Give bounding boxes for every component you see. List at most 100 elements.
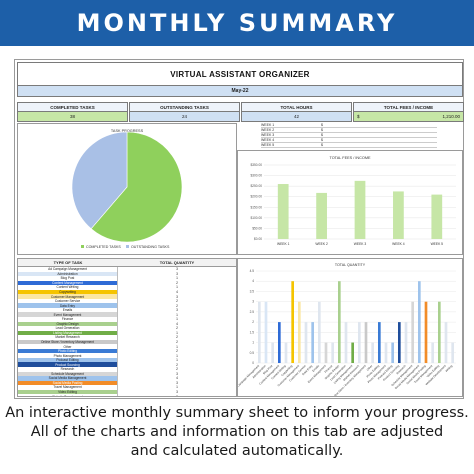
task-name[interactable]: Event Management bbox=[18, 312, 118, 318]
task-name[interactable]: Finance bbox=[18, 317, 118, 322]
week-value[interactable] bbox=[329, 138, 437, 143]
table-row[interactable]: Blog Post 1 bbox=[18, 276, 236, 281]
task-quantity[interactable]: 2 bbox=[176, 349, 178, 354]
task-quantity[interactable]: 4 bbox=[176, 376, 178, 381]
task-quantity[interactable]: 1 bbox=[176, 276, 178, 281]
y-tick-label: 1 bbox=[252, 341, 254, 345]
task-name[interactable]: Research bbox=[18, 367, 118, 372]
table-row[interactable]: Customer Management 3 bbox=[18, 294, 236, 299]
kpi-value[interactable]: 42 bbox=[242, 112, 351, 121]
task-name[interactable]: Customer Service bbox=[18, 298, 118, 304]
table-row[interactable]: Customer Service 2 bbox=[18, 298, 236, 304]
task-quantity[interactable]: 1 bbox=[176, 285, 178, 290]
table-row[interactable]: Graphic Design 4 bbox=[18, 321, 236, 327]
task-quantity[interactable]: 3 bbox=[176, 380, 178, 385]
task-name[interactable]: Data Entry bbox=[18, 303, 118, 308]
table-row[interactable]: Data Entry 2 bbox=[18, 303, 236, 308]
kpi-row: COMPLETED TASKS 38 OUTSTANDING TASKS 24 … bbox=[17, 102, 464, 122]
table-row[interactable]: Product Sourcing 2 bbox=[18, 362, 236, 368]
task-name[interactable]: Podcast Editing bbox=[18, 357, 118, 363]
task-quantity[interactable]: 1 bbox=[176, 344, 178, 349]
task-quantity[interactable]: 4 bbox=[176, 290, 178, 294]
kpi-value[interactable]: 24 bbox=[130, 112, 239, 121]
table-row[interactable]: Social Media Management 4 bbox=[18, 376, 236, 381]
task-quantity[interactable]: 1 bbox=[176, 317, 178, 322]
week-value[interactable] bbox=[329, 128, 437, 133]
table-row[interactable]: Listing Management 1 bbox=[18, 330, 236, 336]
kpi-value[interactable]: $ 1,210.00 bbox=[354, 112, 463, 121]
task-name[interactable]: Travel Management bbox=[18, 385, 118, 390]
task-name[interactable]: Video Editing bbox=[18, 389, 118, 395]
task-name[interactable]: Content Writing bbox=[18, 285, 118, 290]
task-quantity[interactable]: 2 bbox=[176, 303, 178, 308]
fees-bar bbox=[277, 184, 289, 239]
task-quantity[interactable]: 3 bbox=[176, 271, 178, 276]
task-name[interactable]: Market Research bbox=[18, 335, 118, 340]
task-quantity[interactable]: 3 bbox=[176, 308, 178, 313]
task-quantity[interactable]: 2 bbox=[176, 299, 178, 304]
task-name[interactable]: Content Management bbox=[18, 280, 118, 286]
task-name[interactable]: Social Media Posting bbox=[18, 380, 118, 386]
table-row[interactable]: Finance 1 bbox=[18, 317, 236, 322]
legend-swatch-completed bbox=[81, 245, 84, 248]
table-row[interactable]: Photo Management 1 bbox=[18, 353, 236, 358]
task-name[interactable]: Lead Generation bbox=[18, 326, 118, 331]
kpi-value[interactable]: 38 bbox=[18, 112, 127, 121]
task-quantity[interactable]: 3 bbox=[176, 294, 178, 299]
table-row[interactable]: Emails 3 bbox=[18, 307, 236, 313]
task-name[interactable]: Copywriting bbox=[18, 289, 118, 295]
task-name[interactable]: Other bbox=[18, 344, 118, 349]
task-quantity[interactable]: 2 bbox=[176, 335, 178, 340]
week-value[interactable] bbox=[329, 143, 437, 148]
task-quantity[interactable]: 3 bbox=[176, 371, 178, 376]
task-name[interactable]: Online Store / Inventory Management bbox=[18, 339, 118, 345]
task-name[interactable]: Ad Campaign Management bbox=[18, 267, 118, 272]
table-row[interactable]: Video Editing 3 bbox=[18, 389, 236, 395]
task-quantity[interactable]: 1 bbox=[176, 358, 178, 363]
task-name[interactable]: Social Media Management bbox=[18, 376, 118, 381]
week-value[interactable] bbox=[329, 123, 437, 128]
task-name[interactable]: Website Development bbox=[18, 394, 118, 396]
task-quantity[interactable]: 3 bbox=[176, 390, 178, 395]
table-row[interactable]: Administration 3 bbox=[18, 271, 236, 277]
table-row[interactable]: Content Writing 1 bbox=[18, 285, 236, 290]
task-quantity[interactable]: 2 bbox=[176, 280, 178, 285]
task-name[interactable]: Emails bbox=[18, 307, 118, 313]
task-quantity[interactable]: 1 bbox=[176, 385, 178, 390]
task-quantity[interactable]: 1 bbox=[176, 353, 178, 358]
task-quantity[interactable]: 2 bbox=[176, 367, 178, 372]
task-quantity[interactable]: 1 bbox=[176, 312, 178, 317]
table-row[interactable]: Event Management 1 bbox=[18, 312, 236, 318]
task-name[interactable]: Customer Management bbox=[18, 294, 118, 299]
table-row[interactable]: Ad Campaign Management 3 bbox=[18, 267, 236, 272]
task-quantity[interactable]: 1 bbox=[176, 330, 178, 335]
task-name[interactable]: Blog Post bbox=[18, 276, 118, 281]
table-row[interactable]: Podcast Editing 1 bbox=[18, 357, 236, 363]
table-row[interactable]: Schedule Management 3 bbox=[18, 371, 236, 377]
week-value[interactable] bbox=[329, 133, 437, 138]
task-quantity[interactable]: 2 bbox=[176, 340, 178, 345]
table-row[interactable]: Photo Editing 2 bbox=[18, 348, 236, 354]
task-quantity[interactable]: 2 bbox=[176, 326, 178, 331]
table-row[interactable]: Website Development 2 bbox=[18, 394, 236, 397]
table-row[interactable]: Market Research 2 bbox=[18, 335, 236, 340]
task-name[interactable]: Listing Management bbox=[18, 330, 118, 336]
task-name[interactable]: Product Sourcing bbox=[18, 362, 118, 368]
table-row[interactable]: Other 1 bbox=[18, 344, 236, 349]
task-name[interactable]: Schedule Management bbox=[18, 371, 118, 377]
table-row[interactable]: Social Media Posting 3 bbox=[18, 380, 236, 386]
task-name[interactable]: Administration bbox=[18, 271, 118, 277]
task-quantity[interactable]: 2 bbox=[176, 394, 178, 397]
task-name[interactable]: Graphic Design bbox=[18, 321, 118, 327]
task-name[interactable]: Photo Management bbox=[18, 353, 118, 358]
task-quantity[interactable]: 2 bbox=[176, 362, 178, 367]
table-row[interactable]: Online Store / Inventory Management 2 bbox=[18, 339, 236, 345]
table-row[interactable]: Travel Management 1 bbox=[18, 385, 236, 390]
table-row[interactable]: Copywriting 4 bbox=[18, 289, 236, 295]
table-row[interactable]: Content Management 2 bbox=[18, 280, 236, 286]
task-quantity[interactable]: 4 bbox=[176, 321, 178, 326]
task-quantity[interactable]: 3 bbox=[176, 267, 178, 272]
task-name[interactable]: Photo Editing bbox=[18, 348, 118, 354]
table-row[interactable]: Lead Generation 2 bbox=[18, 326, 236, 331]
table-row[interactable]: Research 2 bbox=[18, 367, 236, 372]
